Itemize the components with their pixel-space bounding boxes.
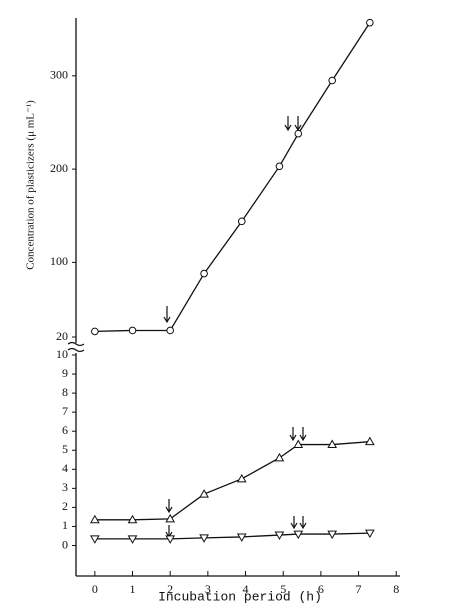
x-tick-label: 3 bbox=[205, 582, 211, 596]
x-tick-label: 5 bbox=[280, 582, 286, 596]
x-tick-label: 4 bbox=[243, 582, 249, 596]
marker bbox=[127, 535, 138, 544]
y-tick-label: 200 bbox=[50, 161, 68, 175]
marker bbox=[327, 530, 338, 540]
marker bbox=[364, 436, 375, 446]
marker bbox=[89, 535, 100, 544]
marker bbox=[327, 439, 338, 449]
marker bbox=[236, 533, 247, 542]
marker bbox=[328, 76, 336, 85]
marker bbox=[128, 326, 137, 335]
marker bbox=[165, 535, 176, 544]
marker bbox=[127, 514, 138, 524]
series-line bbox=[94, 22, 371, 333]
y-tick-label: 300 bbox=[50, 68, 68, 82]
y-tick-label: 5 bbox=[62, 442, 68, 456]
y-tick-label: 0 bbox=[62, 537, 68, 551]
x-tick-label: 8 bbox=[393, 582, 399, 596]
marker bbox=[89, 514, 100, 524]
marker bbox=[366, 18, 374, 27]
x-tick-label: 0 bbox=[92, 582, 98, 596]
y-tick-label: 4 bbox=[62, 461, 68, 475]
marker bbox=[293, 530, 304, 540]
marker bbox=[166, 326, 174, 335]
y-tick-label: 10 bbox=[56, 347, 68, 361]
y-tick-label: 2 bbox=[62, 499, 68, 513]
x-tick-label: 6 bbox=[318, 582, 324, 596]
marker bbox=[274, 452, 285, 462]
marker bbox=[274, 531, 285, 541]
x-tick-label: 7 bbox=[356, 582, 362, 596]
y-axis-label: Concentration of plasticizers (μ mL⁻¹) bbox=[25, 100, 37, 270]
series-line bbox=[94, 441, 370, 521]
y-tick-label: 1 bbox=[62, 518, 68, 532]
marker bbox=[364, 529, 375, 539]
marker bbox=[294, 129, 303, 138]
y-tick-label: 3 bbox=[62, 480, 68, 494]
axis-break bbox=[67, 341, 85, 353]
y-tick-label: 100 bbox=[50, 254, 68, 268]
y-tick-label: 20 bbox=[56, 329, 68, 343]
marker bbox=[199, 534, 209, 543]
marker bbox=[91, 327, 99, 336]
y-tick-label: 6 bbox=[62, 423, 68, 437]
x-axis-label: Incubation period (h) bbox=[158, 589, 322, 604]
y-tick-label: 9 bbox=[62, 366, 68, 380]
marker bbox=[200, 269, 208, 278]
marker bbox=[237, 217, 246, 226]
marker bbox=[236, 473, 247, 483]
x-tick-label: 2 bbox=[167, 582, 173, 596]
y-tick-label: 7 bbox=[62, 404, 68, 418]
arrows bbox=[163, 116, 307, 539]
marker bbox=[293, 439, 304, 449]
x-tick-label: 1 bbox=[130, 582, 136, 596]
marker bbox=[199, 489, 209, 498]
marker bbox=[165, 513, 176, 523]
y-tick-label: 8 bbox=[62, 385, 68, 399]
marker bbox=[275, 162, 284, 171]
